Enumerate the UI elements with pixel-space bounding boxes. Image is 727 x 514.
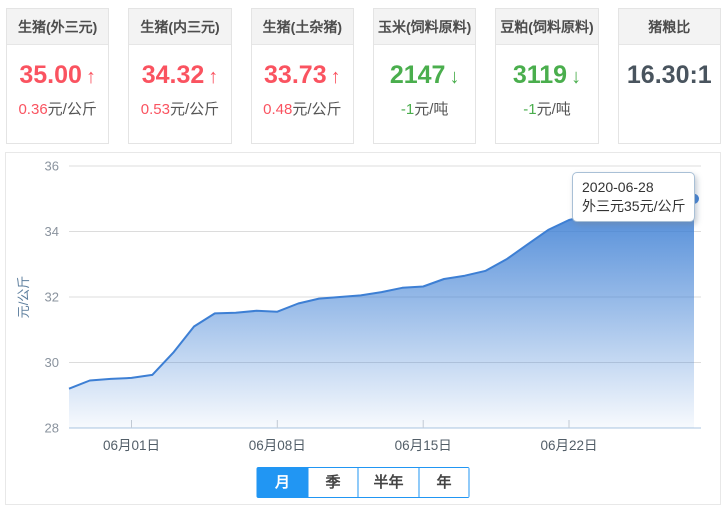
card-change: -1元/吨 — [523, 101, 571, 118]
svg-text:06月08日: 06月08日 — [249, 438, 306, 453]
card-title: 生猪(外三元) — [7, 9, 109, 45]
chart-tooltip: 2020-06-28 外三元35元/公斤 — [572, 172, 696, 222]
card-pig-tuza[interactable]: 生猪(土杂猪) 33.73 ↑ 0.48元/公斤 — [250, 8, 354, 144]
up-arrow-icon: ↑ — [330, 66, 341, 88]
down-arrow-icon: ↓ — [449, 66, 460, 88]
card-change: 0.36元/公斤 — [18, 101, 97, 118]
svg-text:36: 36 — [45, 159, 59, 174]
card-pig-outer-sanyuan[interactable]: 生猪(外三元) 35.00 ↑ 0.36元/公斤 — [6, 8, 110, 144]
price-trend-chart[interactable]: 36 34 32 30 28 元/公斤 06月01日 06月08日 06月15日 06月22日 — [6, 153, 722, 463]
down-arrow-icon: ↓ — [571, 66, 582, 88]
card-value: 16.30:1 — [626, 61, 712, 89]
tab-quarter[interactable]: 季 — [307, 468, 358, 497]
card-value: 35.00 ↑ — [19, 61, 96, 89]
card-change: 0.48元/公斤 — [263, 101, 342, 118]
svg-text:34: 34 — [45, 224, 59, 239]
tab-half-year[interactable]: 半年 — [357, 468, 419, 497]
card-title: 生猪(土杂猪) — [251, 9, 353, 45]
svg-text:30: 30 — [45, 355, 59, 370]
card-change: -1元/吨 — [400, 101, 449, 118]
card-title: 豆粕(饲料原料) — [496, 9, 598, 45]
svg-text:06月01日: 06月01日 — [103, 438, 160, 453]
tooltip-date: 2020-06-28 — [582, 179, 654, 195]
card-title: 猪粮比 — [618, 9, 720, 45]
card-value: 2147 ↓ — [389, 61, 460, 89]
card-corn[interactable]: 玉米(饲料原料) 2147 ↓ -1元/吨 — [372, 8, 477, 144]
card-pig-grain-ratio[interactable]: 猪粮比 16.30:1 — [617, 8, 721, 144]
tab-month[interactable]: 月 — [257, 468, 308, 497]
stat-cards-row: 生猪(外三元) 35.00 ↑ 0.36元/公斤 生猪(内三元) 34.32 ↑ 0… — [6, 8, 721, 144]
card-pig-inner-sanyuan[interactable]: 生猪(内三元) 34.32 ↑ 0.53元/公斤 — [128, 8, 232, 144]
svg-text:32: 32 — [45, 290, 59, 305]
card-title: 玉米(饲料原料) — [373, 9, 476, 45]
card-title: 生猪(内三元) — [129, 9, 231, 45]
card-value: 34.32 ↑ — [141, 61, 219, 89]
period-tabs: 月 季 半年 年 — [256, 467, 470, 498]
svg-text:28: 28 — [45, 421, 59, 436]
card-value: 33.73 ↑ — [264, 61, 341, 89]
card-soybean-meal[interactable]: 豆粕(饲料原料) 3119 ↓ -1元/吨 — [495, 8, 599, 144]
svg-text:元/公斤: 元/公斤 — [16, 276, 31, 319]
tooltip-value: 外三元35元/公斤 — [582, 198, 686, 214]
up-arrow-icon: ↑ — [208, 66, 219, 88]
up-arrow-icon: ↑ — [85, 66, 96, 88]
tab-year[interactable]: 年 — [418, 468, 469, 497]
svg-text:06月15日: 06月15日 — [395, 438, 452, 453]
svg-text:06月22日: 06月22日 — [540, 438, 597, 453]
chart-panel: 36 34 32 30 28 元/公斤 06月01日 06月08日 06月15日 06月22日 2… — [5, 152, 721, 505]
card-value: 3119 ↓ — [512, 61, 582, 89]
card-change: 0.53元/公斤 — [140, 101, 220, 118]
